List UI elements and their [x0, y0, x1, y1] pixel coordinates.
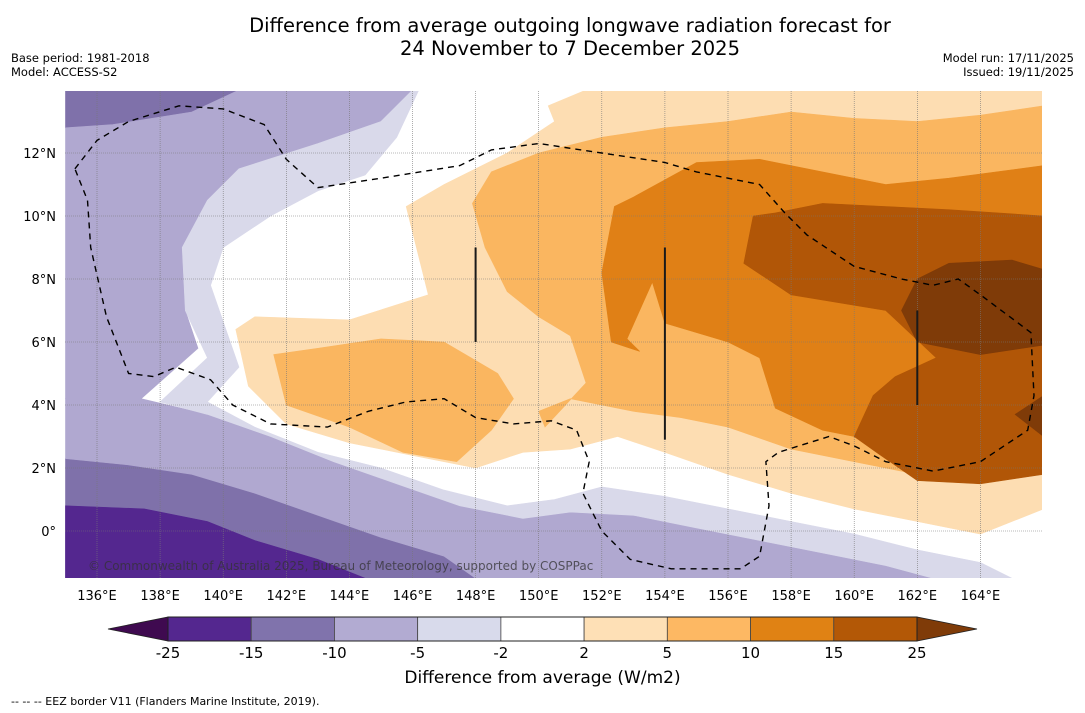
run-info: Model run: 17/11/2025 Issued: 19/11/2025	[943, 51, 1074, 79]
eez-footnote: -- -- -- EEZ border V11 (Flanders Marine…	[11, 695, 320, 708]
gridlines	[65, 91, 1042, 578]
colorbar-segment	[833, 616, 918, 642]
colorbar-outline	[167, 616, 918, 642]
colorbar-tick-label: 25	[907, 644, 926, 662]
model-info: Base period: 1981-2018 Model: ACCESS-S2	[11, 51, 150, 79]
issued-date: Issued: 19/11/2025	[963, 65, 1074, 79]
colorbar-segment	[334, 616, 419, 642]
longitude-tick-label: 142°E	[267, 589, 307, 604]
longitude-tick-label: 158°E	[771, 589, 811, 604]
colorbar-tick-label: -25	[156, 644, 181, 662]
colorbar-tick-label: 15	[824, 644, 843, 662]
contour-region-6	[160, 401, 1013, 578]
longitude-tick-label: 154°E	[645, 589, 685, 604]
latitude-tick-label: 4°N	[32, 399, 57, 414]
longitude-tick-label: 144°E	[330, 589, 370, 604]
latitude-tick-label: 12°N	[23, 147, 56, 162]
copyright-notice: © Commonwealth of Australia 2025, Bureau…	[88, 559, 593, 573]
colorbar-segment	[417, 616, 502, 642]
map-plot-area: © Commonwealth of Australia 2025, Bureau…	[65, 91, 1042, 578]
colorbar-segment	[167, 616, 252, 642]
colorbar-tick-label: 2	[579, 644, 589, 662]
longitude-tick-label: 152°E	[582, 589, 622, 604]
latitude-tick-label: 6°N	[32, 336, 57, 351]
title-line-1: Difference from average outgoing longwav…	[249, 14, 891, 37]
eez-border-line	[74, 105, 1035, 570]
colorbar-segment	[500, 616, 585, 642]
colorbar-title: Difference from average (W/m2)	[404, 668, 681, 688]
longitude-tick-label: 150°E	[519, 589, 559, 604]
longitude-tick-label: 140°E	[203, 589, 243, 604]
colorbar-extend-low	[107, 616, 169, 642]
model-name: Model: ACCESS-S2	[11, 65, 118, 79]
longitude-tick-label: 160°E	[834, 589, 874, 604]
longitude-tick-label: 148°E	[456, 589, 496, 604]
colorbar-tick-label: 10	[741, 644, 760, 662]
colorbar-segment	[583, 616, 668, 642]
colorbar-segment	[250, 616, 335, 642]
latitude-tick-label: 8°N	[32, 273, 57, 288]
longitude-tick-label: 146°E	[393, 589, 433, 604]
colorbar-tick-label: -2	[493, 644, 508, 662]
chart-title: Difference from average outgoing longwav…	[0, 14, 1085, 60]
latitude-tick-labels: 12°N 10°N 8°N 6°N 4°N 2°N 0°	[23, 147, 56, 540]
latitude-tick-label: 0°	[41, 525, 56, 540]
contour-fills	[65, 91, 1042, 578]
colorbar-tick-label: -5	[410, 644, 425, 662]
longitude-tick-labels: 136°E 138°E 140°E 142°E 144°E 146°E 148°E 150°E…	[77, 589, 1000, 604]
colorbar-tick-label: -15	[239, 644, 264, 662]
colorbar-segment	[666, 616, 751, 642]
latitude-tick-label: 2°N	[32, 462, 57, 477]
model-run-date: Model run: 17/11/2025	[942, 51, 1074, 65]
colorbar: -25 -15 -10 -5 -2 2 5 10 15 25	[107, 616, 978, 662]
title-line-2: 24 November to 7 December 2025	[400, 37, 740, 60]
longitude-tick-label: 156°E	[708, 589, 748, 604]
longitude-tick-label: 136°E	[77, 589, 117, 604]
colorbar-tick-label: -10	[322, 644, 347, 662]
longitude-tick-label: 164°E	[961, 589, 1001, 604]
boundary-lines	[474, 247, 919, 440]
latitude-tick-label: 10°N	[23, 210, 56, 225]
longitude-tick-label: 162°E	[898, 589, 938, 604]
base-period: Base period: 1981-2018	[11, 51, 150, 65]
colorbar-extend-high	[916, 616, 978, 642]
colorbar-tick-label: 5	[663, 644, 673, 662]
longitude-tick-label: 138°E	[140, 589, 180, 604]
colorbar-segment	[750, 616, 835, 642]
